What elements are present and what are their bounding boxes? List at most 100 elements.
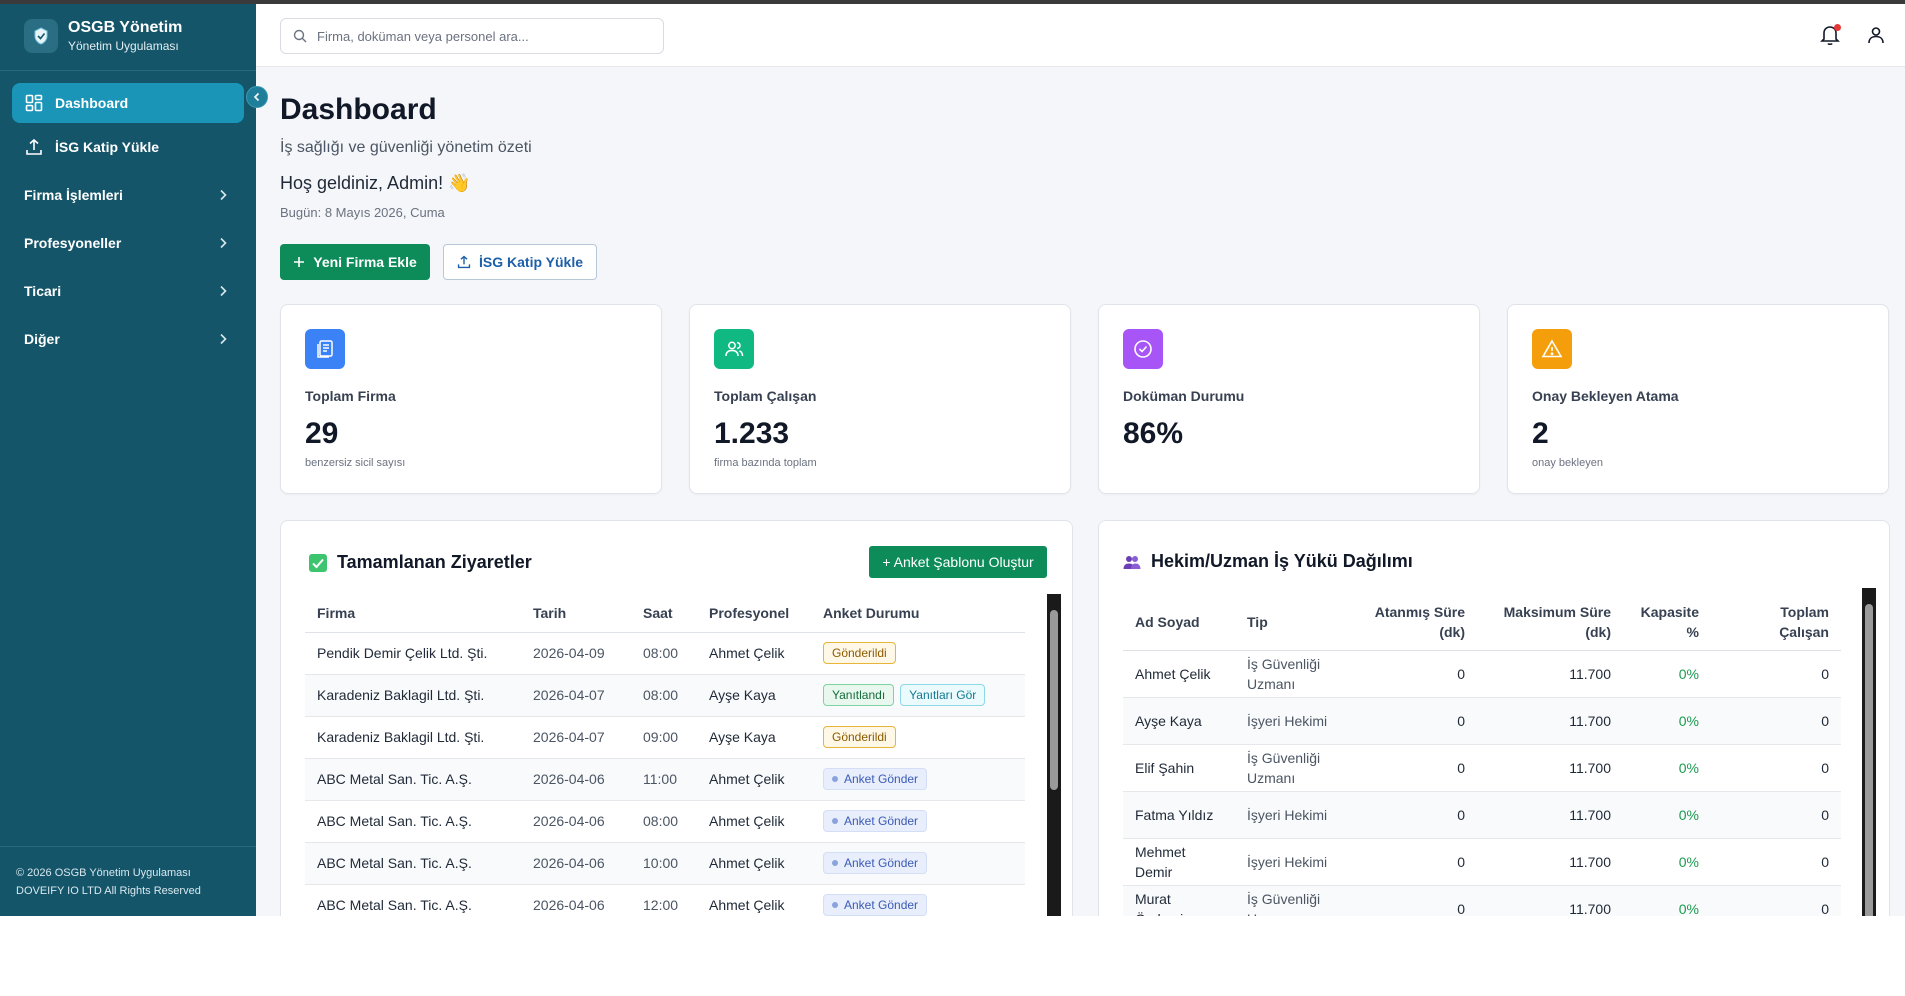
table-row[interactable]: ABC Metal San. Tic. A.Ş. 2026-04-06 11:00 A… bbox=[305, 758, 1025, 801]
total-cell: 0 bbox=[1711, 791, 1841, 839]
table-row[interactable]: Pendik Demir Çelik Ltd. Şti. 2026-04-09 08… bbox=[305, 632, 1025, 675]
sidebar-group-ticari[interactable]: Ticari bbox=[12, 271, 244, 311]
search-icon bbox=[293, 29, 307, 43]
type-cell: İş Güvenliği Uzmanı bbox=[1235, 650, 1355, 698]
column-header[interactable]: Profesyonel bbox=[697, 594, 811, 633]
visits-scrollbar[interactable] bbox=[1047, 594, 1061, 916]
table-row[interactable]: Ahmet Çelik İş Güvenliği Uzmanı 0 11.700 0% 0 bbox=[1123, 650, 1841, 698]
badge-label: Gönderildi bbox=[832, 730, 887, 744]
sidebar-collapse-button[interactable] bbox=[246, 86, 268, 108]
table-row[interactable]: ABC Metal San. Tic. A.Ş. 2026-04-06 12:00 A… bbox=[305, 884, 1025, 916]
brand[interactable]: OSGB Yönetim Yönetim Uygulaması bbox=[24, 18, 182, 54]
max-cell: 11.700 bbox=[1477, 885, 1623, 916]
send-survey-button[interactable]: Anket Gönder bbox=[823, 810, 928, 832]
sidebar-item-dashboard[interactable]: Dashboard bbox=[12, 83, 244, 123]
sidebar-item-isg-katip[interactable]: İSG Katip Yükle bbox=[12, 127, 244, 167]
sidebar-item-label: İSG Katip Yükle bbox=[55, 139, 159, 155]
assigned-cell: 0 bbox=[1355, 650, 1477, 698]
table-row[interactable]: Mehmet Demir İşyeri Hekimi 0 11.700 0% 0 bbox=[1123, 838, 1841, 886]
stat-card-total-firms[interactable]: Toplam Firma 29 benzersiz sicil sayısı bbox=[280, 304, 662, 494]
dot-icon bbox=[832, 859, 838, 866]
sidebar-group-profesyoneller[interactable]: Profesyoneller bbox=[12, 223, 244, 263]
upload-icon bbox=[457, 255, 471, 269]
column-header-total[interactable]: Toplam Çalışan bbox=[1711, 594, 1841, 651]
isg-katip-upload-button[interactable]: İSG Katip Yükle bbox=[443, 244, 597, 280]
send-survey-button[interactable]: Anket Gönder bbox=[823, 894, 928, 916]
stat-card-pending-approval[interactable]: Onay Bekleyen Atama 2 onay bekleyen bbox=[1507, 304, 1889, 494]
total-cell: 0 bbox=[1711, 885, 1841, 916]
survey-status-cell: Gönderildi bbox=[811, 632, 1025, 675]
badge-label: Anket Gönder bbox=[844, 814, 919, 828]
send-survey-button[interactable]: Anket Gönder bbox=[823, 852, 928, 874]
name-cell: Mehmet Demir bbox=[1123, 838, 1235, 886]
sidebar-group-diger[interactable]: Diğer bbox=[12, 319, 244, 359]
type-cell-line: İş Güvenliği bbox=[1247, 655, 1321, 672]
scrollbar-thumb[interactable] bbox=[1865, 604, 1873, 916]
window-top-strip bbox=[0, 0, 1905, 4]
max-cell: 11.700 bbox=[1477, 838, 1623, 886]
create-survey-template-button[interactable]: + Anket Şablonu Oluştur bbox=[869, 546, 1047, 578]
dot-icon bbox=[832, 775, 838, 782]
chevron-right-icon bbox=[220, 189, 227, 201]
date-cell: 2026-04-06 bbox=[521, 800, 631, 843]
search-input[interactable] bbox=[317, 28, 647, 44]
bell-icon[interactable] bbox=[1820, 24, 1840, 46]
dot-icon bbox=[832, 817, 838, 824]
column-header[interactable]: Tarih bbox=[521, 594, 631, 633]
assigned-cell-line: 0 bbox=[1457, 665, 1465, 682]
scrollbar-thumb[interactable] bbox=[1050, 610, 1058, 790]
column-header-capacity[interactable]: Kapasite% bbox=[1623, 594, 1711, 651]
table-row[interactable]: Karadeniz Baklagil Ltd. Şti. 2026-04-07 08… bbox=[305, 674, 1025, 717]
name-cell: Elif Şahin bbox=[1123, 744, 1235, 792]
stat-card-document-status[interactable]: Doküman Durumu 86% bbox=[1098, 304, 1480, 494]
panel-title: Tamamlanan Ziyaretler bbox=[309, 552, 532, 573]
capacity-cell: 0% bbox=[1623, 838, 1711, 886]
table-row[interactable]: Elif Şahin İş Güvenliği Uzmanı 0 11.700 0% 0 bbox=[1123, 744, 1841, 792]
search-box[interactable] bbox=[280, 18, 664, 54]
table-row[interactable]: Fatma Yıldız İşyeri Hekimi 0 11.700 0% 0 bbox=[1123, 791, 1841, 839]
shield-logo-icon bbox=[24, 19, 58, 53]
max-cell-line: 11.700 bbox=[1569, 900, 1611, 917]
column-header-assigned[interactable]: Atanmış Süre (dk) bbox=[1355, 594, 1477, 651]
survey-status-cell: Gönderildi bbox=[811, 716, 1025, 759]
copyright-text: © 2026 OSGB Yönetim Uygulaması bbox=[16, 867, 191, 879]
workload-scrollbar[interactable] bbox=[1862, 588, 1876, 916]
new-firm-button[interactable]: Yeni Firma Ekle bbox=[280, 244, 430, 280]
column-header-type[interactable]: Tip bbox=[1235, 594, 1355, 651]
chevron-left-icon bbox=[253, 92, 260, 102]
document-icon bbox=[305, 329, 345, 369]
send-survey-button[interactable]: Anket Gönder bbox=[823, 768, 928, 790]
header-line: Maksimum Süre bbox=[1503, 603, 1611, 620]
column-header-name[interactable]: Ad Soyad bbox=[1123, 594, 1235, 651]
stat-label: Toplam Firma bbox=[305, 388, 396, 404]
stat-note: benzersiz sicil sayısı bbox=[305, 457, 406, 469]
total-cell: 0 bbox=[1711, 697, 1841, 745]
view-answers-button[interactable]: Yanıtları Gör bbox=[900, 684, 986, 706]
table-row[interactable]: Karadeniz Baklagil Ltd. Şti. 2026-04-07 09… bbox=[305, 716, 1025, 759]
assigned-cell-line: 0 bbox=[1457, 759, 1465, 776]
total-cell-line: 0 bbox=[1821, 806, 1829, 823]
page-subtitle: İş sağlığı ve güvenliği yönetim özeti bbox=[280, 139, 532, 156]
table-row[interactable]: ABC Metal San. Tic. A.Ş. 2026-04-06 10:00 A… bbox=[305, 842, 1025, 885]
column-header[interactable]: Saat bbox=[631, 594, 697, 633]
table-row[interactable]: Murat Özdemir İş Güvenliği Uzmanı 0 11.700 0%… bbox=[1123, 885, 1841, 916]
survey-status-cell: Anket Gönder bbox=[811, 758, 1025, 801]
table-row[interactable]: ABC Metal San. Tic. A.Ş. 2026-04-06 08:00 A… bbox=[305, 800, 1025, 843]
name-cell-line: Elif Şahin bbox=[1135, 759, 1195, 776]
header-line: Ad Soyad bbox=[1135, 613, 1200, 630]
column-header-max[interactable]: Maksimum Süre (dk) bbox=[1477, 594, 1623, 651]
column-header[interactable]: Anket Durumu bbox=[811, 594, 1025, 633]
professional-cell: Ahmet Çelik bbox=[697, 758, 811, 801]
stat-card-total-employees[interactable]: Toplam Çalışan 1.233 firma bazında topla… bbox=[689, 304, 1071, 494]
column-header[interactable]: Firma bbox=[305, 594, 521, 633]
badge-label: Anket Gönder bbox=[844, 856, 919, 870]
stat-value: 2 bbox=[1532, 417, 1549, 450]
table-row[interactable]: Ayşe Kaya İşyeri Hekimi 0 11.700 0% 0 bbox=[1123, 697, 1841, 745]
firm-cell: ABC Metal San. Tic. A.Ş. bbox=[305, 800, 521, 843]
sidebar-group-firma[interactable]: Firma İşlemleri bbox=[12, 175, 244, 215]
people-icon bbox=[1123, 555, 1141, 569]
user-icon[interactable] bbox=[1867, 26, 1885, 44]
total-cell: 0 bbox=[1711, 838, 1841, 886]
date-cell: 2026-04-06 bbox=[521, 758, 631, 801]
assigned-cell-line: 0 bbox=[1457, 900, 1465, 917]
